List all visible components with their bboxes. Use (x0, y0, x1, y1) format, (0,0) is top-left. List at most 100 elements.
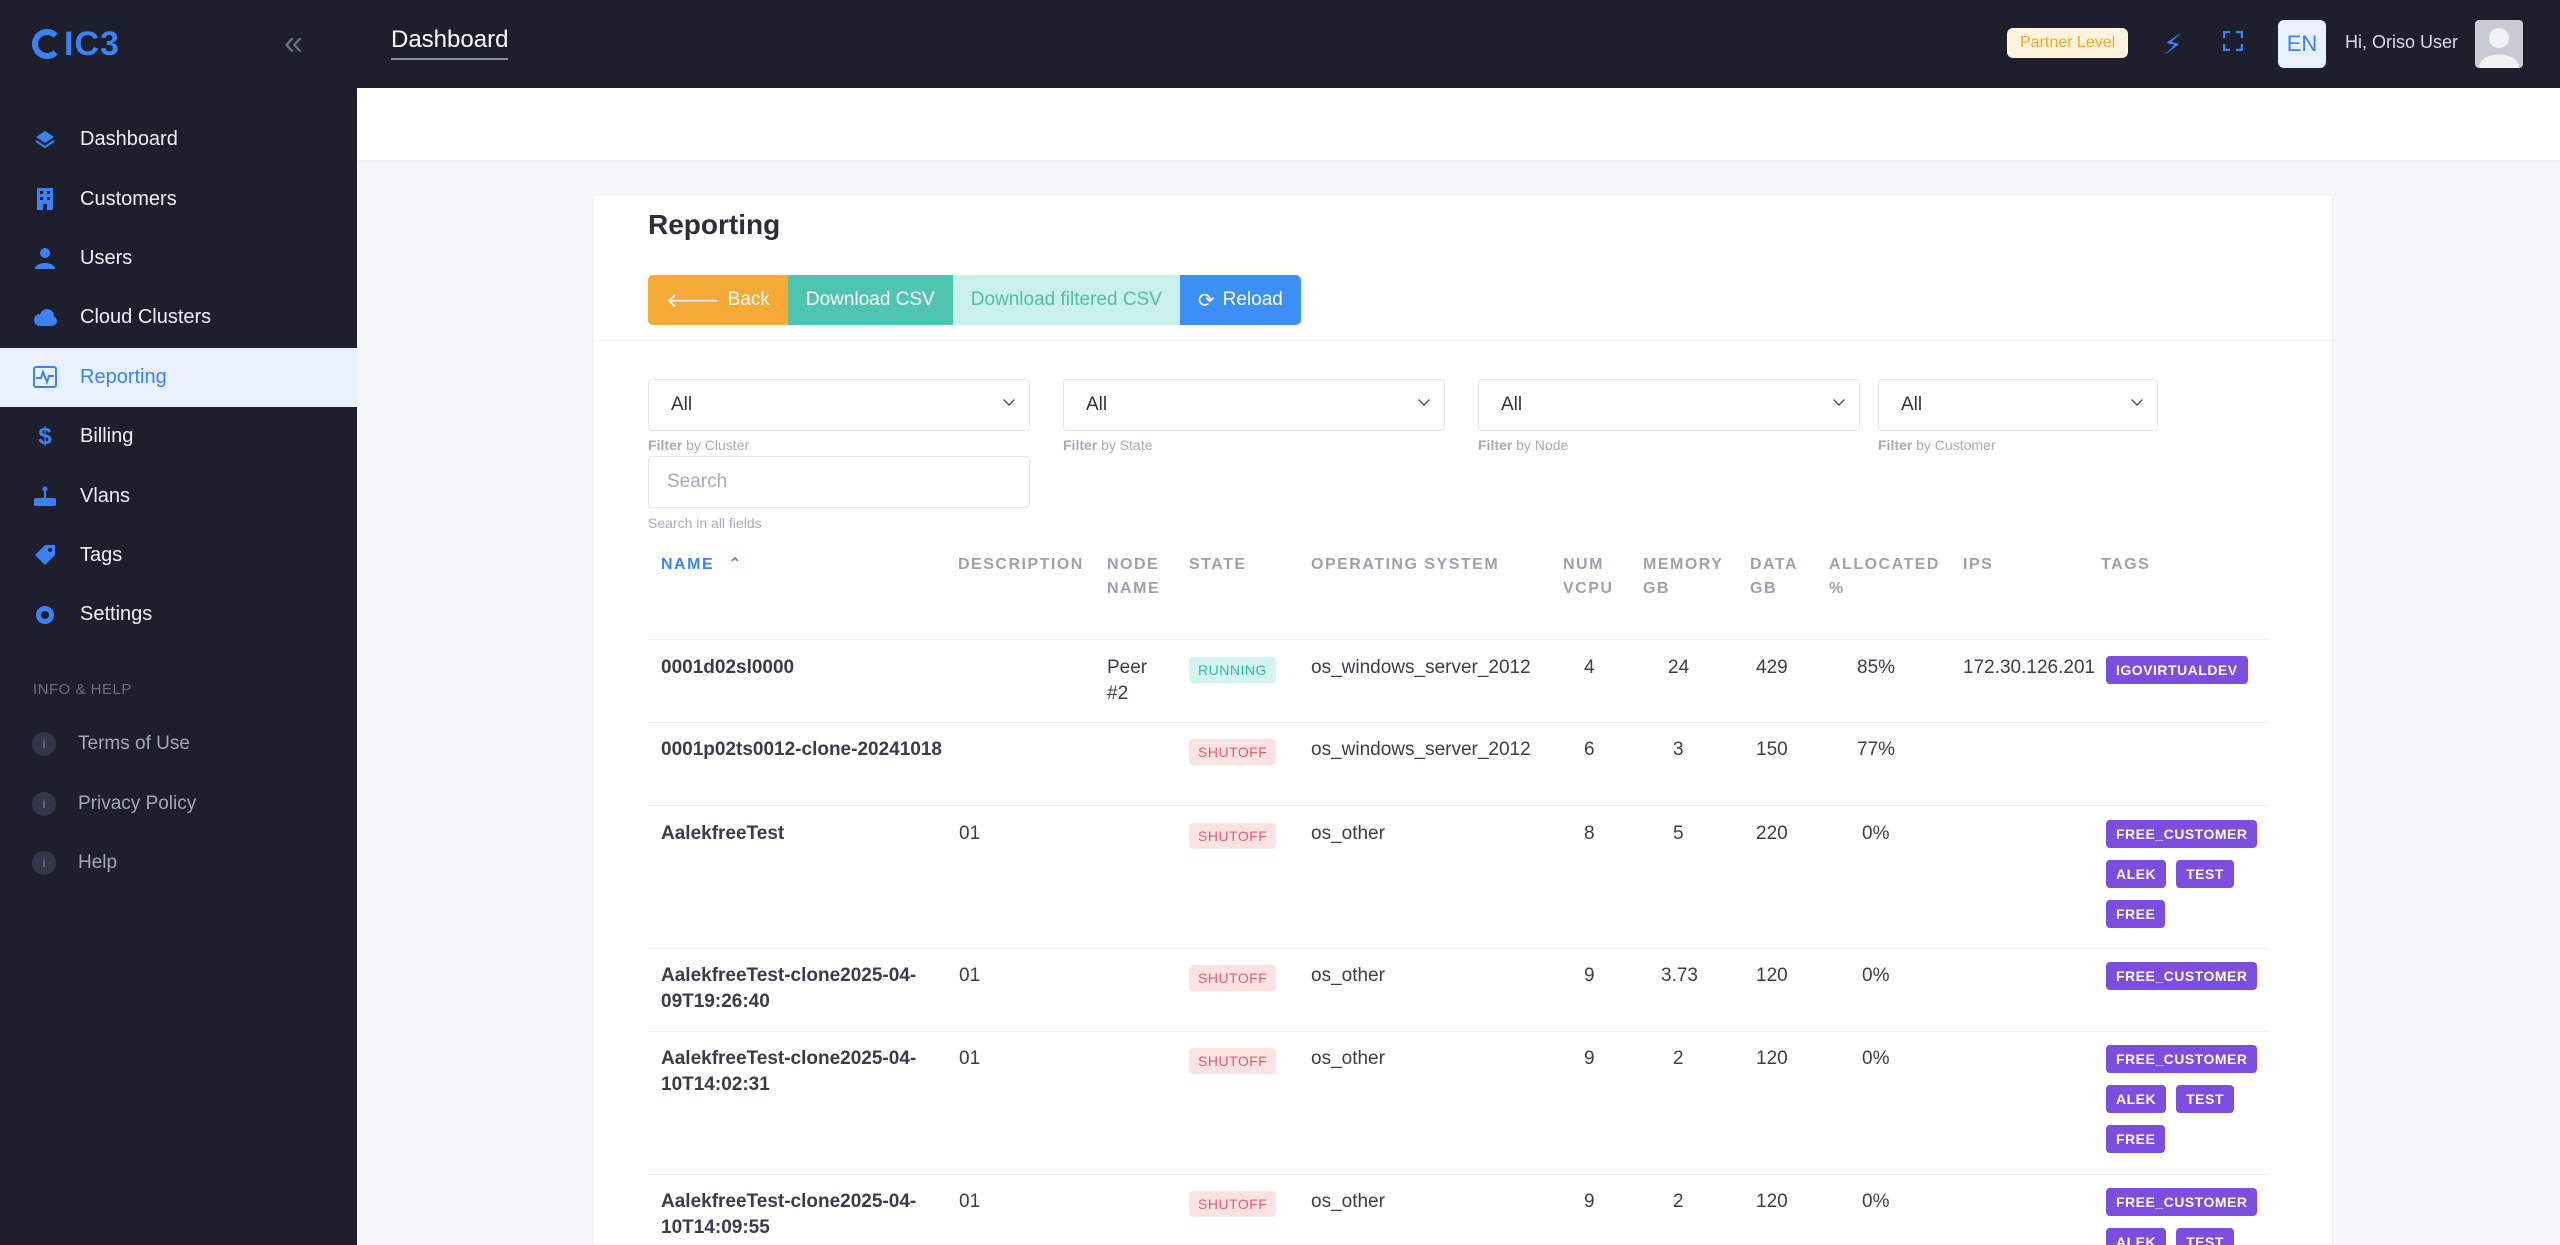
tag-badge[interactable]: ALEK (2106, 1085, 2167, 1113)
tag-badge[interactable]: TEST (2176, 1085, 2234, 1113)
column-header-os[interactable]: OPERATING SYSTEM (1311, 556, 1500, 573)
cluster-filter-select[interactable]: All (648, 379, 1030, 431)
node-filter-select[interactable]: All (1478, 379, 1860, 431)
table-row[interactable]: AalekfreeTest-clone2025-04-10T14:02:31 0… (648, 1032, 2270, 1175)
tag-badge[interactable]: FREE_CUSTOMER (2106, 1045, 2258, 1073)
tag-badge[interactable]: ALEK (2106, 860, 2167, 888)
user-greeting[interactable]: Hi, Oriso User (2345, 32, 2459, 52)
sidebar-item-label: Billing (80, 425, 134, 448)
status-badge: SHUTOFF (1189, 1191, 1277, 1217)
sidebar-item-label: Tags (80, 543, 123, 566)
tag-badge[interactable]: TEST (2176, 1228, 2234, 1245)
sort-ascending-icon: ⌃ (728, 556, 743, 573)
column-header-ips[interactable]: IPS (1963, 556, 1994, 573)
table-row[interactable]: 0001p02ts0012-clone-20241018 SHUTOFF os_… (648, 723, 2270, 806)
cell-description: 01 (959, 823, 981, 844)
collapse-sidebar-icon[interactable]: « (284, 24, 303, 62)
cell-memory: 2 (1673, 1048, 1684, 1069)
cell-name[interactable]: 0001p02ts0012-clone-20241018 (661, 739, 942, 760)
table-row[interactable]: AalekfreeTest-clone2025-04-10T14:09:55 0… (648, 1175, 2270, 1245)
sidebar-item-settings[interactable]: Settings (0, 585, 357, 644)
column-header-state[interactable]: STATE (1189, 556, 1247, 573)
tag-badge[interactable]: ALEK (2106, 1228, 2167, 1245)
column-header-allocated[interactable]: ALLOCATED % (1829, 556, 1940, 597)
partner-level-badge[interactable]: Partner Level (2007, 28, 2129, 58)
column-header-data[interactable]: DATA GB (1750, 556, 1798, 597)
column-header-memory[interactable]: MEMORY GB (1643, 556, 1724, 597)
cell-allocated: 0% (1862, 1191, 1890, 1212)
sidebar-item-tags[interactable]: Tags (0, 526, 357, 585)
sidebar-item-label: Reporting (80, 365, 167, 388)
sidebar-item-cloud-clusters[interactable]: Cloud Clusters (0, 288, 357, 347)
sidebar-item-vlans[interactable]: Vlans (0, 466, 357, 525)
search-input[interactable] (648, 456, 1030, 508)
content-header-band (357, 88, 2560, 160)
cell-name[interactable]: AalekfreeTest-clone2025-04-10T14:02:31 (661, 1048, 917, 1095)
cell-name[interactable]: 0001d02sl0000 (661, 657, 795, 678)
logo[interactable]: IC3 (32, 25, 120, 64)
cell-allocated: 85% (1857, 657, 1896, 678)
download-filtered-csv-button[interactable]: Download filtered CSV (952, 275, 1180, 325)
sidebar-item-privacy[interactable]: i Privacy Policy (0, 774, 357, 833)
language-button[interactable]: EN (2278, 20, 2326, 68)
top-header: Dashboard Partner Level ⚡ EN Hi, Oriso U… (357, 0, 2560, 88)
cell-name[interactable]: AalekfreeTest-clone2025-04-09T19:26:40 (661, 965, 917, 1012)
sidebar-item-terms[interactable]: i Terms of Use (0, 715, 357, 774)
fullscreen-icon[interactable] (2222, 30, 2244, 52)
dollar-icon: $ (38, 422, 52, 450)
cell-allocated: 0% (1862, 965, 1890, 986)
cell-allocated: 77% (1857, 739, 1896, 760)
column-header-tags[interactable]: TAGS (2101, 556, 2151, 573)
tag-badge[interactable]: FREE_CUSTOMER (2106, 1188, 2258, 1216)
cell-name[interactable]: AalekfreeTest-clone2025-04-10T14:09:55 (661, 1191, 917, 1238)
cell-node: Peer #2 (1107, 657, 1148, 704)
tag-badge[interactable]: FREE (2106, 900, 2166, 928)
cell-os: os_windows_server_2012 (1311, 657, 1531, 678)
sidebar-item-label: Vlans (80, 484, 131, 507)
cell-tags: FREE_CUSTOMER ALEK TEST FREE (2106, 1045, 2276, 1153)
card-title: Reporting (648, 209, 781, 240)
column-header-vcpu[interactable]: NUM VCPU (1563, 556, 1614, 597)
cell-tags: IGOVIRTUALDEV (2106, 656, 2276, 684)
sidebar-item-reporting[interactable]: Reporting (0, 347, 357, 407)
download-csv-button[interactable]: Download CSV (787, 275, 953, 325)
tag-badge[interactable]: FREE_CUSTOMER (2106, 820, 2258, 848)
sidebar-item-label: Customers (80, 187, 177, 210)
building-icon (32, 186, 58, 212)
cell-vcpu: 9 (1584, 965, 1595, 986)
select-value: All (671, 394, 693, 415)
cell-vcpu: 9 (1584, 1048, 1595, 1069)
lightning-icon[interactable]: ⚡ (2163, 29, 2183, 60)
chevron-down-icon (1418, 394, 1430, 406)
status-badge: SHUTOFF (1189, 823, 1277, 849)
customer-filter-select[interactable]: All (1878, 379, 2158, 431)
reload-button[interactable]: ⟳ Reload (1179, 275, 1301, 325)
tag-badge[interactable]: IGOVIRTUALDEV (2106, 656, 2248, 684)
column-header-name[interactable]: NAME ⌃ (661, 556, 743, 573)
table-row[interactable]: 0001d02sl0000 Peer #2 RUNNING os_windows… (648, 641, 2270, 723)
cell-os: os_other (1311, 1191, 1385, 1212)
column-header-node-name[interactable]: NODE NAME (1107, 556, 1161, 597)
tag-badge[interactable]: TEST (2176, 860, 2234, 888)
select-value: All (1086, 394, 1108, 415)
column-header-description[interactable]: DESCRIPTION (958, 556, 1084, 573)
cell-data: 120 (1756, 1048, 1788, 1069)
sidebar-item-help[interactable]: i Help (0, 833, 357, 892)
sidebar-item-users[interactable]: Users (0, 229, 357, 288)
table-row[interactable]: AalekfreeTest 01 SHUTOFF os_other 8 5 22… (648, 806, 2270, 949)
logo-mark-icon (32, 29, 62, 59)
sidebar-item-customers[interactable]: Customers (0, 169, 357, 228)
tag-badge[interactable]: FREE (2106, 1125, 2166, 1153)
sidebar-item-billing[interactable]: $ Billing (0, 407, 357, 466)
avatar[interactable] (2475, 20, 2523, 68)
sidebar-item-dashboard[interactable]: Dashboard (0, 110, 357, 169)
back-button[interactable]: 🡐 Back (648, 275, 788, 325)
cell-memory: 3.73 (1661, 965, 1698, 986)
cell-tags: FREE_CUSTOMER ALEK TEST (2106, 1188, 2276, 1245)
state-filter-select[interactable]: All (1063, 379, 1445, 431)
cell-name[interactable]: AalekfreeTest (661, 823, 785, 844)
table-row[interactable]: AalekfreeTest-clone2025-04-09T19:26:40 0… (648, 949, 2270, 1032)
tag-badge[interactable]: FREE_CUSTOMER (2106, 962, 2258, 990)
info-icon: i (32, 791, 56, 816)
cell-vcpu: 4 (1584, 657, 1595, 678)
